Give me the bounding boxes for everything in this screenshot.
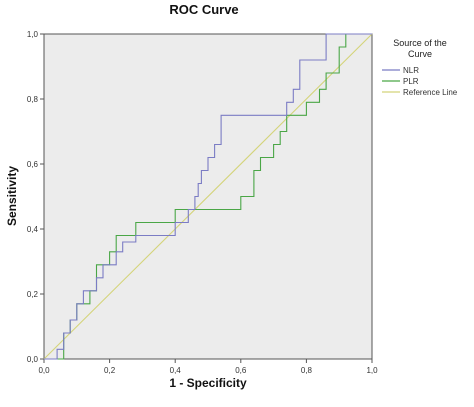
y-tick-label: 1,0 <box>27 30 39 39</box>
x-axis-label: 1 - Specificity <box>169 376 247 390</box>
y-tick-label: 0,6 <box>27 160 39 169</box>
y-tick-label: 0,2 <box>27 290 39 299</box>
y-tick-label: 0,8 <box>27 95 39 104</box>
series-line-reference-line <box>43 33 373 360</box>
x-tick-label: 0,2 <box>104 366 116 375</box>
legend: Source of the Curve NLR PLR Reference Line <box>382 38 458 97</box>
y-axis-label: Sensitivity <box>5 166 19 226</box>
x-tick-label: 1,0 <box>366 366 378 375</box>
series-line-plr <box>44 33 372 360</box>
legend-title-line1: Source of the <box>393 38 447 48</box>
legend-title-line2: Curve <box>408 49 432 59</box>
x-tick-label: 0,6 <box>235 366 247 375</box>
axis-ticks: 0,0 0,2 0,4 0,6 0,8 1,0 0,0 0,2 0,4 0,6 0,8 1,0 <box>27 30 378 375</box>
legend-label-reference-line: Reference Line <box>403 88 458 97</box>
y-tick-label: 0,4 <box>27 225 39 234</box>
legend-label-plr: PLR <box>403 77 419 86</box>
legend-label-nlr: NLR <box>403 66 419 75</box>
y-tick-label: 0,0 <box>27 355 39 364</box>
chart-title: ROC Curve <box>169 2 238 17</box>
x-tick-label: 0,4 <box>170 366 182 375</box>
x-tick-label: 0,0 <box>38 366 50 375</box>
series-group <box>43 33 373 360</box>
series-line-nlr <box>44 33 372 360</box>
x-tick-label: 0,8 <box>301 366 313 375</box>
